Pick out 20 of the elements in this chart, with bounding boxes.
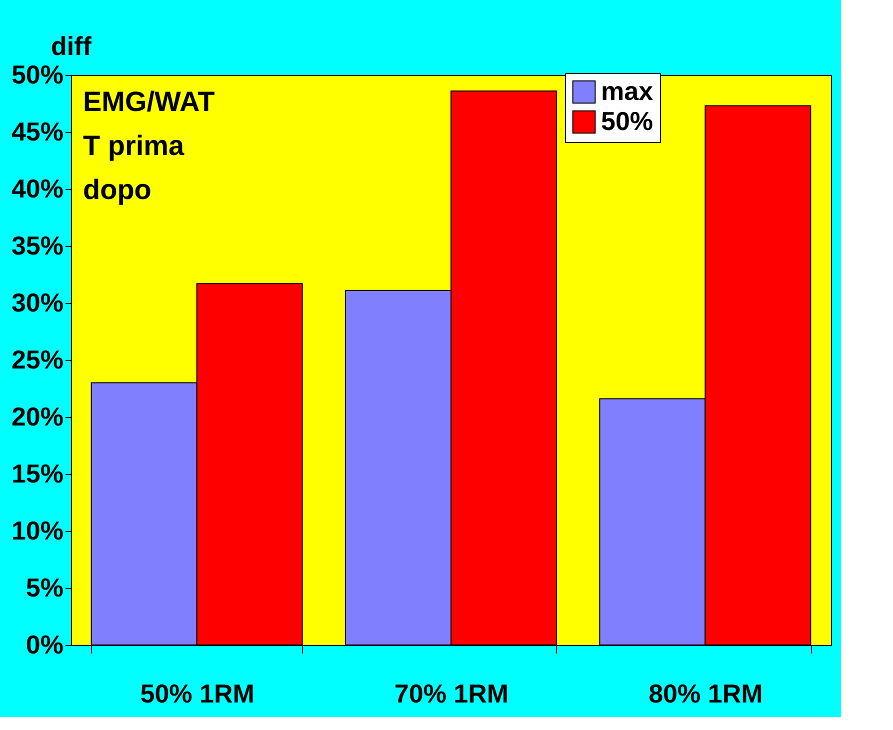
y-tick-label: 40% [11, 174, 64, 204]
x-tick-label: 80% 1RM [648, 678, 763, 708]
x-tick-label: 50% 1RM [140, 678, 254, 708]
y-tick-label: 20% [11, 402, 64, 432]
y-tick-label: 45% [11, 116, 64, 146]
y-tick-label: 10% [11, 516, 64, 546]
annotation: EMG/WAT [83, 86, 215, 117]
y-tick-label: 0% [26, 630, 64, 660]
annotation: T prima [83, 130, 185, 161]
y-tick-label: 30% [11, 288, 64, 318]
chart-title: diff [50, 31, 92, 61]
y-tick-label: 25% [11, 344, 64, 374]
y-tick-label: 5% [26, 572, 64, 602]
annotation: dopo [83, 174, 152, 205]
y-tick-label: 35% [11, 230, 64, 260]
y-tick-label: 15% [11, 458, 64, 488]
legend-label: max [601, 76, 654, 106]
legend-label: 50% [601, 106, 654, 136]
y-tick-label: 50% [11, 60, 64, 90]
x-tick-label: 70% 1RM [394, 678, 509, 708]
